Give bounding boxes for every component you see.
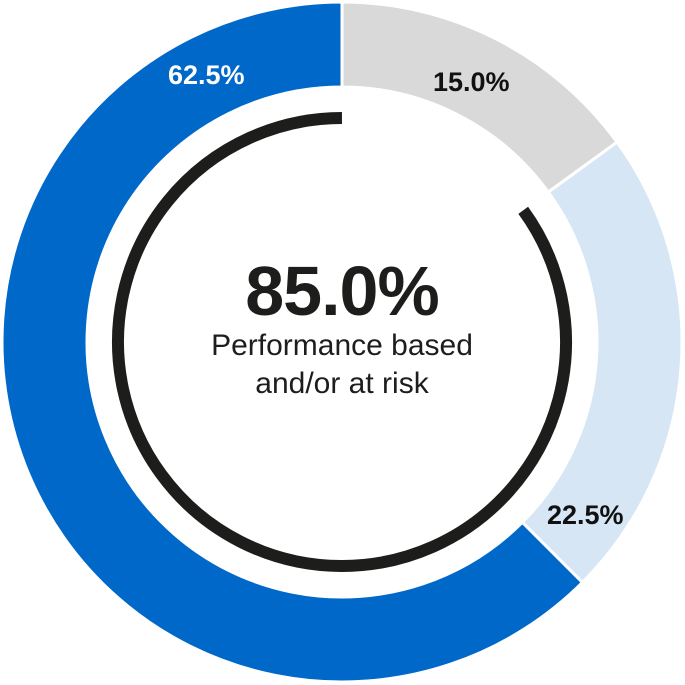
label-grey-segment: 15.0% — [433, 67, 510, 97]
center-caption-line1: Performance based — [211, 329, 473, 362]
center-caption-line2: and/or at risk — [255, 367, 429, 400]
label-lightblue-segment: 22.5% — [547, 500, 624, 530]
center-summary: 85.0% Performance based and/or at risk — [142, 255, 542, 403]
highlight-arc — [112, 112, 572, 572]
center-value: 85.0% — [245, 252, 439, 330]
donut-segment — [0, 0, 585, 684]
label-blue-segment: 62.5% — [168, 60, 245, 90]
